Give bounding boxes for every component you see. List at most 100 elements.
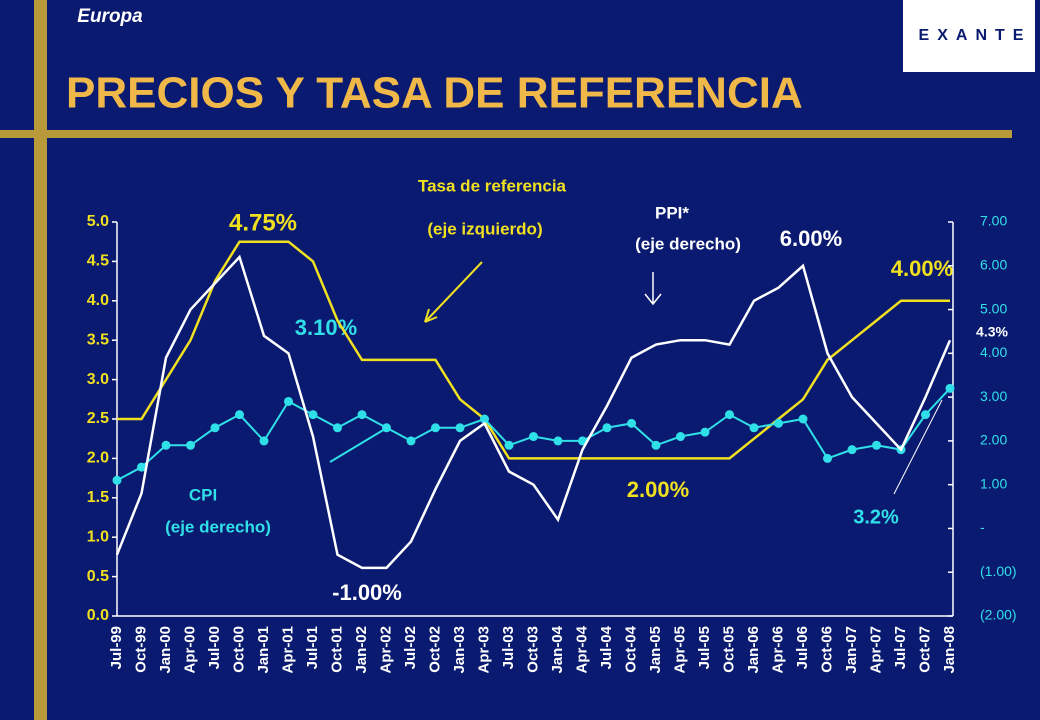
cpi-point	[725, 410, 734, 420]
y-tick-label: 2.0	[87, 450, 109, 467]
x-tick-label: Oct-05	[720, 626, 737, 673]
cpi-point	[553, 436, 563, 446]
cpi-point	[284, 396, 293, 406]
y-tick-label: 0.0	[87, 607, 109, 624]
y2-tick-label: (1.00)	[980, 563, 1017, 579]
cpi-point	[798, 414, 808, 424]
logo: EXANTE	[919, 27, 1032, 44]
annotation: 4.3%	[976, 324, 1008, 340]
y-tick-label: 5.0	[87, 213, 109, 230]
annotation: 3.2%	[853, 506, 899, 528]
y-tick-label: 4.0	[87, 292, 109, 309]
cpi-point	[186, 440, 195, 450]
arrow	[329, 425, 391, 463]
x-tick-label: Jul-02	[402, 626, 419, 669]
x-tick-label: Jul-04	[598, 625, 615, 669]
x-tick-label: Apr-07	[867, 626, 884, 674]
x-tick-label: Jan-05	[647, 626, 664, 674]
annotation: 4.75%	[229, 209, 297, 236]
x-tick-label: Oct-99	[132, 626, 149, 673]
x-tick-label: Jul-03	[500, 626, 517, 669]
y2-tick-label: -	[980, 519, 985, 535]
x-tick-label: Jan-06	[745, 626, 762, 674]
cpi-point	[210, 423, 220, 433]
annotation: CPI	[189, 485, 217, 504]
x-tick-label: Jul-06	[794, 626, 811, 669]
arrow	[644, 272, 662, 306]
cpi-point	[651, 440, 661, 450]
cpi-point	[602, 423, 612, 433]
y2-tick-label: 7.00	[980, 213, 1007, 229]
y-tick-label: 0.5	[87, 568, 109, 585]
x-tick-label: Jan-03	[451, 626, 468, 674]
x-tick-label: Jan-07	[843, 626, 860, 674]
cpi-point	[357, 410, 367, 420]
x-tick-label: Jan-08	[941, 626, 958, 674]
y-tick-label: 1.5	[87, 489, 109, 506]
cpi-point	[235, 410, 244, 420]
cpi-point	[455, 423, 465, 433]
x-tick-label: Oct-07	[916, 626, 933, 673]
cpi-point	[382, 423, 391, 433]
x-tick-label: Oct-03	[524, 626, 541, 673]
cpi-point	[431, 423, 440, 433]
annotation: (eje izquierdo)	[427, 219, 542, 238]
annotation: 4.00%	[891, 256, 953, 281]
cpi-point	[676, 432, 685, 442]
cpi-point	[700, 427, 710, 437]
annotation: PPI*	[655, 203, 689, 222]
x-tick-label: Oct-00	[230, 626, 247, 673]
cpi-point	[872, 440, 881, 450]
cpi-point	[627, 418, 636, 428]
x-tick-label: Apr-05	[671, 626, 688, 674]
annotation: Tasa de referencia	[418, 176, 567, 195]
x-tick-label: Oct-01	[328, 626, 345, 673]
x-tick-label: Jul-99	[108, 626, 125, 669]
cpi-point	[308, 410, 318, 420]
x-tick-label: Jan-01	[255, 626, 272, 674]
gold-rule	[0, 130, 1012, 138]
arrow-head	[424, 308, 438, 323]
x-tick-label: Jan-00	[157, 626, 174, 674]
x-tick-label: Apr-00	[181, 626, 198, 674]
y2-tick-label: 2.00	[980, 432, 1007, 448]
y2-tick-label: 6.00	[980, 256, 1007, 272]
annotation: -1.00%	[332, 580, 402, 605]
annotation: (eje derecho)	[165, 517, 271, 536]
cpi-point	[259, 436, 269, 446]
cpi-point	[480, 414, 489, 424]
annotation: (eje derecho)	[635, 234, 741, 253]
x-tick-label: Oct-02	[426, 626, 443, 673]
gold-bar	[34, 0, 47, 720]
x-tick-label: Jul-00	[206, 626, 223, 669]
cpi-point	[504, 440, 514, 450]
annotation: 6.00%	[780, 226, 842, 251]
x-tick-label: Oct-06	[818, 626, 835, 673]
cpi-point	[774, 418, 783, 428]
cpi-point	[406, 436, 416, 446]
x-tick-label: Apr-01	[279, 626, 296, 674]
y2-tick-label: 3.00	[980, 388, 1007, 404]
y-tick-label: 4.5	[87, 253, 109, 270]
arrow	[893, 399, 943, 495]
y-tick-label: 3.0	[87, 371, 109, 388]
cpi-point	[529, 432, 538, 442]
cpi-point	[137, 462, 146, 472]
cpi-point	[921, 410, 930, 420]
y2-tick-label: 5.00	[980, 300, 1007, 316]
cpi-point	[333, 423, 342, 433]
y-tick-label: 2.5	[87, 410, 109, 427]
cpi-point	[945, 383, 955, 393]
cpi-point	[749, 423, 759, 433]
cpi-point	[823, 453, 832, 463]
x-tick-label: Jul-07	[892, 626, 909, 669]
annotation: 2.00%	[627, 477, 689, 502]
header: Europa	[77, 6, 143, 27]
x-tick-label: Jul-05	[696, 626, 713, 669]
y-tick-label: 3.5	[87, 331, 109, 348]
y-tick-label: 1.0	[87, 528, 109, 545]
y2-tick-label: (2.00)	[980, 607, 1017, 623]
x-tick-label: Apr-04	[573, 625, 590, 673]
